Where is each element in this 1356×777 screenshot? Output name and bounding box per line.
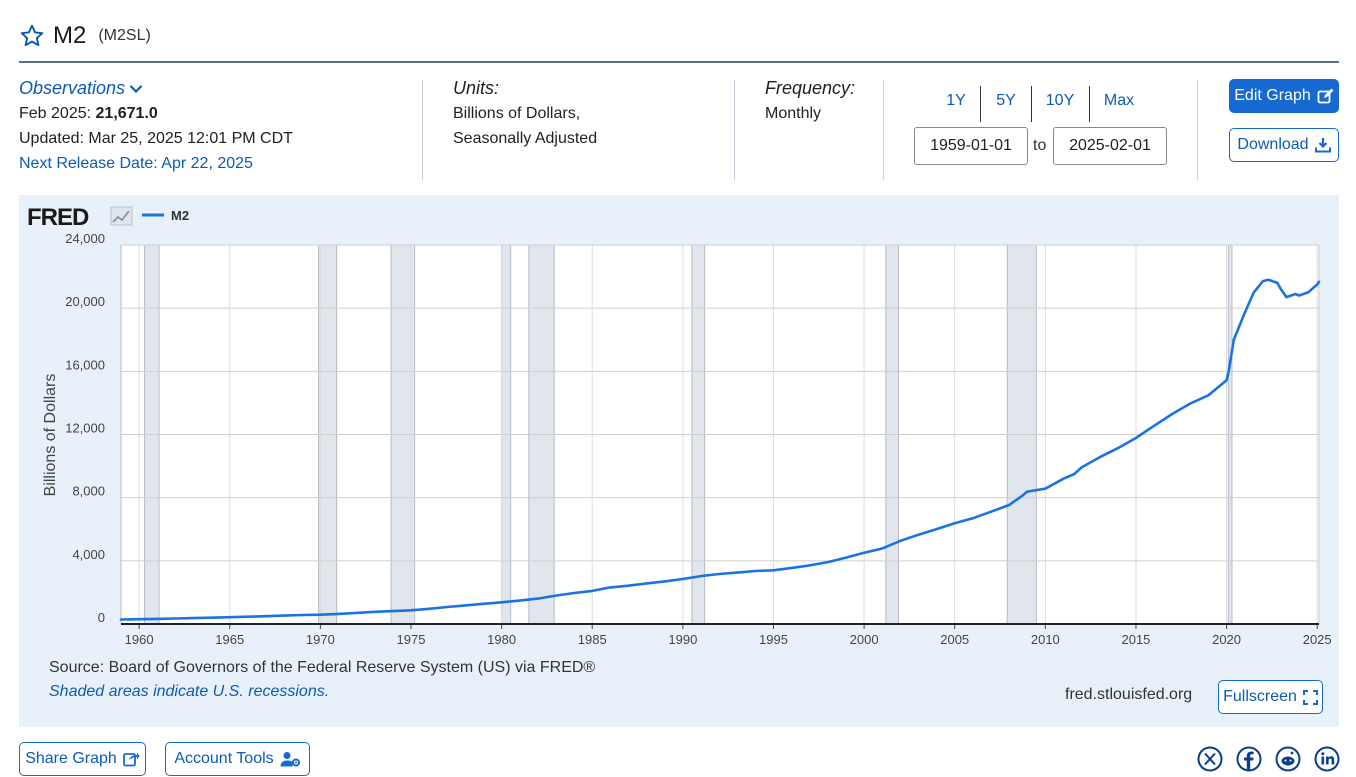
column-divider [1197,80,1198,180]
start-date-input[interactable]: 1959-01-01 [914,127,1028,165]
range-separator [1031,86,1032,122]
account-tools-label: Account Tools [174,750,274,767]
units-label: Units: [453,78,500,98]
linkedin-icon[interactable] [1314,746,1340,772]
share-icon [122,752,140,767]
account-tools-button[interactable]: Account Tools [165,742,310,776]
x-tick-label: 2015 [1121,632,1150,647]
share-graph-label: Share Graph [25,750,117,767]
x-icon[interactable] [1197,746,1223,772]
legend-label: M2 [171,208,189,223]
x-tick-label: 1990 [668,632,697,647]
x-tick-label: 2010 [1031,632,1060,647]
series-title-row: M2 (M2SL) [19,20,151,52]
account-gear-icon [280,752,300,767]
next-release-link[interactable]: Next Release Date: Apr 22, 2025 [19,155,253,172]
units-line-1: Billions of Dollars, [453,105,581,122]
x-tick-label: 1960 [125,632,154,647]
to-label: to [1033,137,1047,154]
x-tick-label: 1970 [306,632,335,647]
range-1y-button[interactable]: 1Y [946,92,966,109]
column-divider [734,80,735,180]
x-tick-label: 1980 [487,632,516,647]
observations-panel: Observations Feb 2025: 21,671.0 Updated:… [19,76,414,176]
plot-area: 0 4,000 8,000 12,000 16,000 20,000 24,000 1960 1… [65,231,1331,647]
x-tick-label: 2020 [1212,632,1241,647]
edit-graph-button[interactable]: Edit Graph [1229,79,1339,113]
latest-period: Feb 2025: [19,105,92,122]
y-tick-label: 16,000 [65,357,105,372]
latest-value: 21,671.0 [95,105,158,122]
facebook-icon[interactable] [1236,746,1262,772]
updated-text: Updated: Mar 25, 2025 12:01 PM CDT [19,130,293,147]
graph-panel: FRED M2 Billions of Dollars 0 4,000 8,000 1… [19,195,1339,727]
fullscreen-label: Fullscreen [1223,688,1297,705]
latest-observation: Feb 2025: 21,671.0 [19,101,414,126]
observations-toggle[interactable]: Observations [19,76,414,101]
x-tick-label: 1995 [759,632,788,647]
page-title: M2 [53,22,87,49]
frequency-panel: Frequency: Monthly [765,76,875,126]
x-tick-label: 2005 [940,632,969,647]
download-icon [1314,138,1331,153]
reddit-icon[interactable] [1275,746,1301,772]
x-tick-label: 2025 [1303,632,1332,647]
series-line-m2 [119,278,1321,621]
source-text: Source: Board of Governors of the Federa… [49,659,596,676]
frequency-value: Monthly [765,105,822,122]
column-divider [422,80,423,180]
series-id: (M2SL) [98,27,151,44]
fullscreen-icon [1302,689,1318,705]
range-5y-button[interactable]: 5Y [996,92,1016,109]
y-tick-label: 4,000 [72,547,105,562]
site-url: fred.stlouisfed.org [1065,686,1193,703]
y-tick-label: 20,000 [65,294,105,309]
y-tick-label: 24,000 [65,231,105,246]
m2-line-chart: FRED M2 Billions of Dollars 0 4,000 8,000 1… [27,204,1332,647]
fred-logo: FRED [27,204,89,231]
edit-icon [1317,88,1334,103]
share-graph-button[interactable]: Share Graph [19,742,146,776]
x-tick-label: 1965 [215,632,244,647]
download-label: Download [1237,136,1309,153]
column-divider [883,80,884,180]
y-axis-label: Billions of Dollars [42,374,59,497]
observations-label: Observations [19,78,126,98]
y-tick-label: 12,000 [65,421,105,436]
download-button[interactable]: Download [1229,128,1339,162]
end-date-input[interactable]: 2025-02-01 [1053,127,1167,165]
x-tick-label: 2000 [850,632,879,647]
range-separator [980,86,981,122]
units-panel: Units: Billions of Dollars, Seasonally A… [453,76,723,151]
range-separator [1089,86,1090,122]
units-line-2: Seasonally Adjusted [453,130,598,147]
star-icon[interactable] [19,23,45,49]
frequency-label: Frequency: [765,78,856,98]
range-max-button[interactable]: Max [1103,92,1135,109]
x-tick-label: 1985 [578,632,607,647]
y-tick-label: 0 [98,610,105,625]
x-tick-label: 1975 [397,632,426,647]
title-divider [19,61,1339,63]
recession-note-link[interactable]: Shaded areas indicate U.S. recessions. [49,683,330,700]
chevron-down-icon [129,84,143,93]
edit-graph-label: Edit Graph [1234,87,1311,104]
fullscreen-button[interactable]: Fullscreen [1218,680,1323,714]
fred-logo-chart-icon [110,206,133,226]
range-10y-button[interactable]: 10Y [1045,92,1075,109]
y-tick-label: 8,000 [72,484,105,499]
